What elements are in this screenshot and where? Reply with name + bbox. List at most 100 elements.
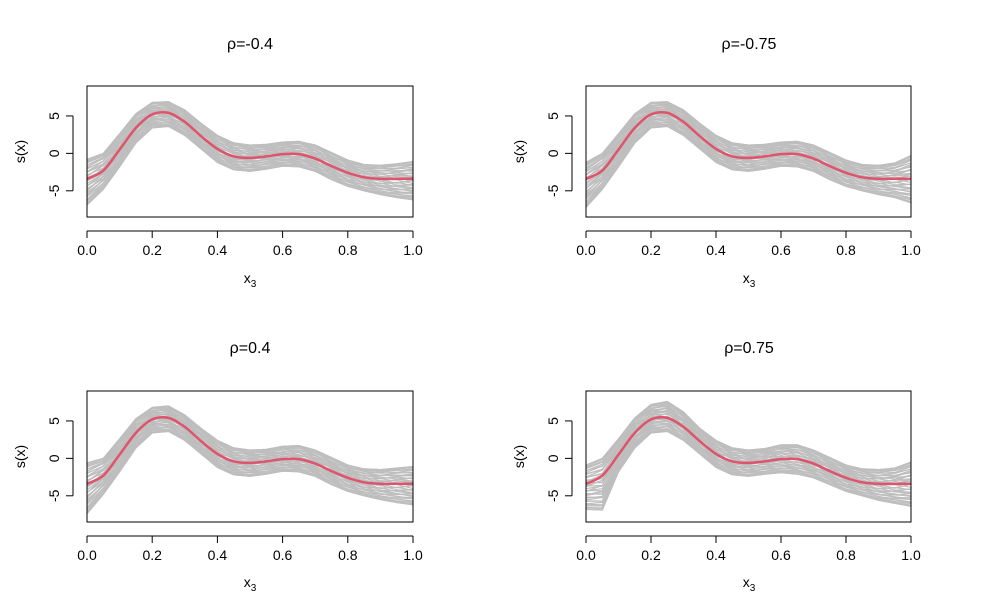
simulated-curve — [586, 407, 911, 480]
y-axis-label: s(x) — [12, 445, 28, 468]
x-tick-label: 0.6 — [273, 242, 293, 258]
y-tick-label: -5 — [545, 184, 561, 197]
y-tick-label: 0 — [545, 149, 561, 157]
x-tick-label: 0.8 — [836, 547, 856, 563]
x-axis-label-subscript: 3 — [750, 583, 756, 594]
x-tick-label: 0.4 — [208, 242, 228, 258]
x-axis: 0.0 0.2 0.4 0.6 0.8 1.0 x3 — [576, 230, 921, 290]
plot-frame — [585, 390, 912, 523]
true-function-line — [586, 110, 911, 181]
simulated-curve — [87, 410, 413, 479]
plot-frame — [585, 85, 912, 218]
x-axis-label-base: x — [743, 270, 750, 286]
simulated-curve — [87, 123, 413, 202]
simulated-curve — [586, 103, 911, 169]
x-tick-label: 0.4 — [208, 547, 228, 563]
x-axis: 0.0 0.2 0.4 0.6 0.8 1.0 x3 — [576, 535, 921, 594]
x-tick-label: 0.8 — [836, 242, 856, 258]
simulated-curve — [87, 428, 413, 510]
panel-3: ρ=0.4 0.0 0.2 0.4 0.6 0.8 1.0 x3 -5 0 5 s(x) — [12, 340, 423, 594]
simulated-curve — [586, 403, 911, 473]
x-tick-label: 1.0 — [901, 547, 921, 563]
panel-title: ρ=0.4 — [230, 340, 271, 357]
x-tick-label: 1.0 — [403, 242, 423, 258]
x-tick-label: 0.4 — [706, 242, 726, 258]
x-tick-label: 0.6 — [771, 547, 791, 563]
panel-title: ρ=-0.4 — [227, 36, 273, 53]
x-tick-label: 0.4 — [706, 547, 726, 563]
panel-title: ρ=-0.75 — [722, 36, 777, 53]
simulated-curve — [87, 101, 413, 167]
x-axis-label: x3 — [244, 270, 257, 290]
simulated-curve — [87, 106, 413, 175]
y-tick-label: 0 — [545, 454, 561, 462]
band-lower-line — [586, 430, 911, 511]
x-tick-label: 0.2 — [142, 242, 162, 258]
y-tick-label: 0 — [46, 454, 62, 462]
x-tick-label: 0.2 — [641, 547, 661, 563]
y-axis: -5 0 5 s(x) — [511, 112, 573, 197]
plot-region — [87, 405, 413, 515]
simulated-curve — [87, 103, 413, 169]
true-function-line — [586, 415, 911, 486]
true-function-line — [87, 415, 413, 486]
y-axis: -5 0 5 s(x) — [12, 112, 74, 197]
x-tick-label: 0.0 — [77, 242, 97, 258]
y-tick-label: -5 — [46, 184, 62, 197]
panel-2: ρ=-0.75 0.0 0.2 0.4 0.6 0.8 1.0 x3 -5 0 5 s(x) — [511, 36, 921, 290]
band-upper-line — [87, 101, 413, 166]
simulated-curve — [586, 428, 911, 506]
y-tick-label: 5 — [46, 417, 62, 425]
panel-4: ρ=0.75 0.0 0.2 0.4 0.6 0.8 1.0 x3 -5 0 5 s(x) — [511, 340, 921, 594]
y-axis: -5 0 5 s(x) — [511, 417, 573, 502]
plot-frame — [86, 85, 414, 218]
y-axis-label: s(x) — [511, 140, 527, 163]
x-axis-label-subscript: 3 — [251, 279, 257, 290]
y-axis: -5 0 5 s(x) — [12, 417, 74, 502]
x-axis-label-subscript: 3 — [251, 583, 257, 594]
panel-1: ρ=-0.4 0.0 0.2 0.4 0.6 0.8 1.0 x3 -5 0 5 s(x) — [12, 36, 423, 290]
simulated-curve — [586, 101, 911, 167]
y-tick-label: 5 — [545, 417, 561, 425]
x-tick-label: 0.2 — [641, 242, 661, 258]
x-tick-label: 0.6 — [273, 547, 293, 563]
y-tick-label: 5 — [545, 112, 561, 120]
x-axis-label-base: x — [743, 574, 750, 590]
x-tick-label: 1.0 — [403, 547, 423, 563]
x-tick-label: 0.0 — [77, 547, 97, 563]
x-axis-label-subscript: 3 — [750, 279, 756, 290]
y-axis-label: s(x) — [12, 140, 28, 163]
x-tick-label: 0.6 — [771, 242, 791, 258]
plot-region — [87, 101, 413, 206]
band-upper-line — [586, 400, 911, 471]
x-axis: 0.0 0.2 0.4 0.6 0.8 1.0 x3 — [77, 230, 423, 290]
plot-region — [586, 400, 911, 511]
y-axis-label: s(x) — [511, 445, 527, 468]
band-lower-line — [586, 125, 911, 208]
panel-title: ρ=0.75 — [724, 340, 774, 357]
true-function-line — [87, 110, 413, 181]
x-axis-label: x3 — [743, 270, 756, 290]
x-axis: 0.0 0.2 0.4 0.6 0.8 1.0 x3 — [77, 535, 423, 594]
x-tick-label: 0.0 — [576, 242, 596, 258]
band-upper-line — [586, 101, 911, 166]
x-tick-label: 1.0 — [901, 242, 921, 258]
simulated-curve — [87, 407, 413, 473]
x-tick-label: 0.8 — [338, 242, 358, 258]
x-axis-label-base: x — [244, 270, 251, 286]
x-axis-label: x3 — [743, 574, 756, 594]
plot-region — [586, 101, 911, 208]
y-tick-label: 5 — [46, 112, 62, 120]
x-axis-label: x3 — [244, 574, 257, 594]
y-tick-label: -5 — [46, 489, 62, 502]
plot-frame — [86, 390, 414, 523]
band-lower-line — [87, 430, 413, 515]
band-lower-line — [87, 125, 413, 206]
x-tick-label: 0.2 — [142, 547, 162, 563]
band-upper-line — [87, 405, 413, 471]
x-axis-label-base: x — [244, 574, 251, 590]
x-tick-label: 0.0 — [576, 547, 596, 563]
simulated-curve — [586, 106, 911, 175]
simulated-curve — [586, 123, 911, 204]
